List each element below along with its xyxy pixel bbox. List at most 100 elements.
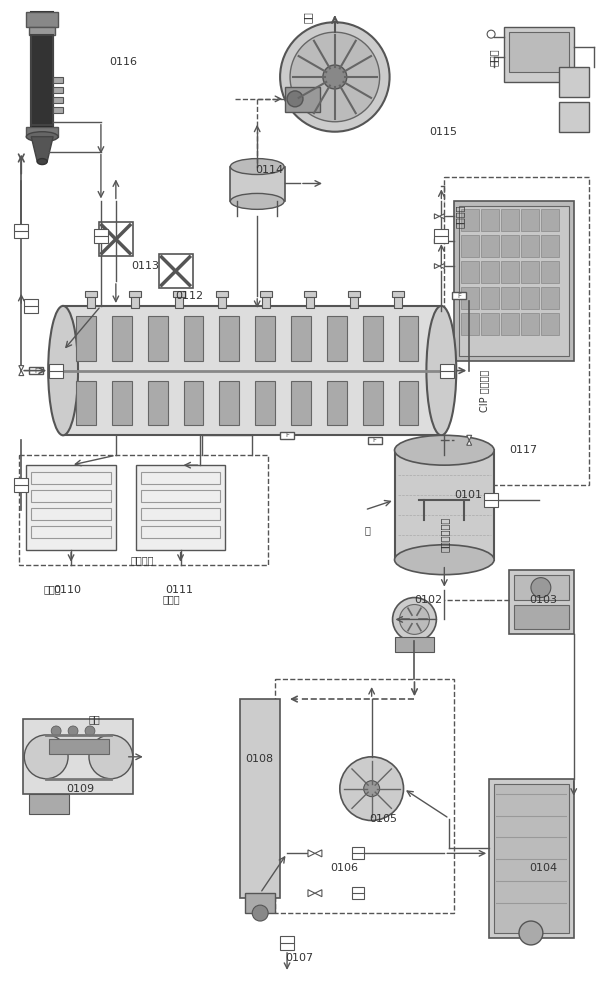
Bar	[141, 526, 220, 538]
Bar	[514, 605, 569, 629]
Ellipse shape	[395, 435, 494, 465]
Bar	[217, 291, 229, 297]
Circle shape	[519, 921, 543, 945]
Bar	[489, 779, 574, 938]
Bar	[368, 437, 382, 444]
Text: 0104: 0104	[529, 863, 557, 873]
Bar	[129, 291, 141, 297]
Ellipse shape	[37, 159, 47, 165]
Bar	[350, 296, 358, 308]
Polygon shape	[112, 316, 132, 361]
Bar	[521, 287, 539, 309]
Bar	[541, 313, 559, 335]
Bar	[29, 794, 69, 814]
Polygon shape	[255, 316, 275, 361]
Text: 芳香植物原料: 芳香植物原料	[439, 517, 449, 552]
Bar	[459, 206, 569, 356]
Circle shape	[487, 30, 495, 38]
Circle shape	[364, 781, 380, 797]
Bar	[173, 291, 185, 297]
Polygon shape	[327, 381, 347, 425]
Bar	[494, 784, 569, 933]
Text: 浓缩料浆: 浓缩料浆	[131, 555, 154, 565]
Bar	[260, 291, 272, 297]
Text: 遮料: 遮料	[89, 714, 101, 724]
Bar	[49, 739, 109, 754]
Bar	[481, 261, 499, 283]
Circle shape	[531, 578, 551, 598]
Bar	[31, 12, 53, 132]
Polygon shape	[467, 440, 472, 445]
Bar	[26, 12, 58, 27]
Text: F: F	[457, 293, 461, 299]
Bar	[26, 127, 58, 137]
Polygon shape	[255, 381, 275, 425]
Bar	[348, 291, 360, 297]
Bar	[452, 292, 466, 299]
Bar	[63, 306, 442, 435]
Bar	[461, 261, 479, 283]
Bar	[280, 936, 294, 950]
Ellipse shape	[48, 306, 78, 435]
Bar	[541, 287, 559, 309]
Ellipse shape	[395, 545, 494, 575]
Polygon shape	[467, 435, 472, 440]
Circle shape	[252, 905, 268, 921]
Circle shape	[392, 598, 436, 641]
Bar	[31, 490, 111, 502]
Text: 0106: 0106	[330, 863, 358, 873]
Bar	[275, 679, 454, 913]
Bar	[29, 27, 55, 35]
Bar	[280, 432, 294, 439]
Polygon shape	[112, 381, 132, 425]
Bar	[395, 637, 434, 652]
Bar	[434, 229, 448, 243]
Text: 排气: 排气	[303, 11, 313, 23]
Ellipse shape	[427, 306, 456, 435]
Bar	[352, 887, 364, 899]
Bar	[514, 575, 569, 600]
Bar	[559, 67, 589, 97]
Bar	[240, 699, 280, 898]
Bar	[53, 97, 63, 103]
Bar	[509, 32, 569, 72]
Bar	[49, 364, 63, 378]
Bar	[262, 296, 270, 308]
Bar	[501, 287, 519, 309]
Bar	[501, 209, 519, 231]
Bar	[501, 261, 519, 283]
Bar	[392, 291, 404, 297]
Polygon shape	[148, 316, 167, 361]
Bar	[541, 209, 559, 231]
Bar	[31, 508, 111, 520]
Text: 0102: 0102	[415, 595, 443, 605]
Polygon shape	[31, 137, 53, 162]
Polygon shape	[439, 239, 445, 244]
Text: 精油香气: 精油香气	[454, 205, 464, 228]
Bar	[141, 490, 220, 502]
Bar	[306, 296, 314, 308]
Bar	[501, 313, 519, 335]
Polygon shape	[19, 366, 24, 371]
Text: 0117: 0117	[509, 445, 537, 455]
Text: 0111: 0111	[166, 585, 194, 595]
Bar	[501, 235, 519, 257]
Bar	[521, 209, 539, 231]
Text: 0101: 0101	[454, 490, 482, 500]
Ellipse shape	[230, 159, 284, 175]
Bar	[445, 177, 589, 485]
Polygon shape	[184, 381, 203, 425]
Text: 0113: 0113	[131, 261, 159, 271]
Bar	[395, 450, 494, 560]
Bar	[461, 313, 479, 335]
Polygon shape	[76, 381, 96, 425]
Text: F: F	[285, 432, 289, 438]
Polygon shape	[363, 316, 383, 361]
Circle shape	[85, 726, 95, 736]
Bar	[175, 296, 182, 308]
Text: 蒸汽回: 蒸汽回	[43, 585, 61, 595]
Bar	[461, 209, 479, 231]
Bar	[141, 508, 220, 520]
Bar	[158, 254, 193, 288]
Polygon shape	[439, 264, 445, 269]
